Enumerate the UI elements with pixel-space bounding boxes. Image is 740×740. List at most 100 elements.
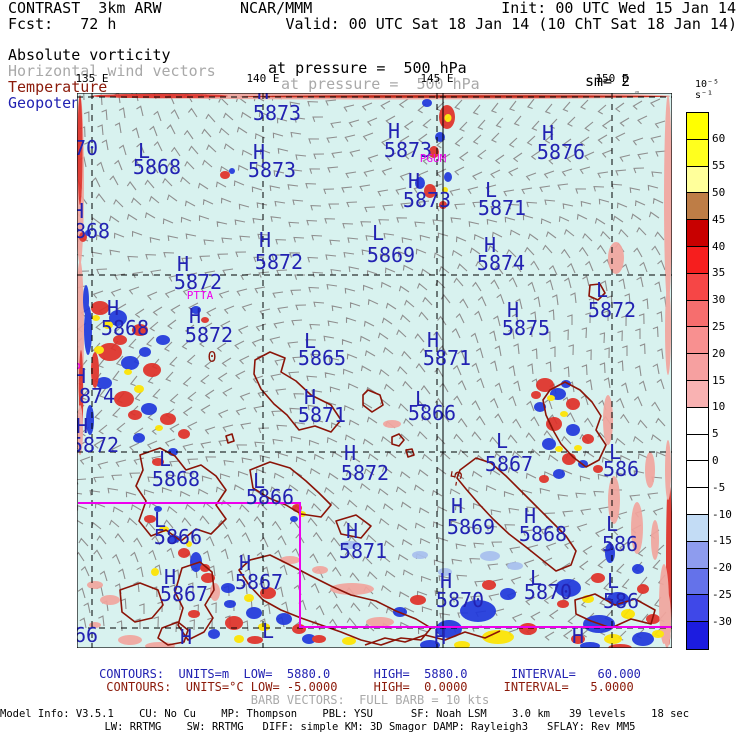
pressure-center-letter: H — [346, 519, 358, 543]
height-value-label: 5867 — [160, 582, 208, 606]
pressure-center-letter: L — [262, 619, 274, 643]
height-value-label: 70 — [77, 136, 98, 160]
height-value-label: 5871 — [298, 403, 346, 427]
pressure-center-letter: L — [415, 387, 427, 411]
pressure-center-letter: H — [542, 121, 554, 145]
pressure-center-letter: H — [304, 385, 316, 409]
vorticity-patch — [659, 564, 669, 644]
vorticity-patch — [536, 378, 554, 392]
temperature-contour — [574, 593, 656, 629]
vorticity-patch — [566, 398, 580, 410]
vorticity-patch — [557, 600, 569, 608]
vorticity-patch — [591, 573, 605, 583]
station-mark — [77, 362, 81, 370]
vorticity-patch — [221, 583, 235, 593]
forecast-hour: Fcst: 72 h — [8, 15, 117, 33]
vorticity-patch — [531, 391, 541, 399]
colorbar-segment — [687, 273, 708, 301]
temperature-contour — [391, 433, 405, 447]
colorbar-tick-label: 5 — [712, 427, 719, 441]
layer-name: Absolute vorticity — [8, 46, 171, 64]
vorticity-patch — [152, 458, 164, 466]
vorticity-patch — [190, 552, 202, 572]
height-value-label: 5873 — [403, 188, 451, 212]
vorticity-patch — [156, 335, 170, 345]
vorticity-patch — [593, 465, 603, 473]
vorticity-patch — [507, 562, 523, 570]
vorticity-patch — [186, 541, 192, 547]
height-value-label: 868 — [77, 219, 110, 243]
vorticity-patch — [290, 516, 298, 522]
vorticity-patch — [114, 391, 134, 407]
pressure-center-letter: L — [596, 278, 608, 302]
vorticity-patch — [424, 184, 436, 198]
pressure-center-letter: H — [259, 228, 271, 252]
pressure-center-letter: H — [77, 199, 84, 223]
pressure-center-letter: H — [257, 93, 269, 104]
vorticity-patch — [444, 172, 452, 182]
vorticity-patch — [420, 640, 440, 648]
colorbar-tick-label: -25 — [712, 587, 732, 601]
vorticity-patch — [154, 506, 162, 512]
colorbar — [686, 112, 709, 650]
pressure-center-letter: H — [239, 551, 251, 575]
vorticity-patch — [460, 600, 496, 622]
vorticity-patch — [438, 568, 452, 576]
colorbar-tick-label: -15 — [712, 534, 732, 548]
colorbar-tick-label: 40 — [712, 239, 726, 253]
vorticity-patch — [208, 629, 220, 639]
temp-contour-label: -5 — [446, 469, 467, 490]
vorticity-patch — [178, 548, 190, 558]
vorticity-patch — [144, 515, 156, 523]
colorbar-segment — [687, 461, 708, 489]
pressure-center-letter: H — [180, 625, 192, 648]
layer-pressure: at pressure = 500 hPa — [268, 59, 467, 77]
colorbar-segment — [687, 327, 708, 355]
vorticity-patch — [124, 369, 132, 375]
pressure-center-letter: H — [189, 304, 201, 328]
vorticity-patch — [247, 636, 263, 644]
pressure-center-letter: H — [434, 625, 446, 648]
lon-tick-label: 135 E — [75, 72, 109, 85]
vorticity-patch — [665, 285, 671, 375]
vorticity-patch — [665, 440, 671, 500]
colorbar-segment — [687, 434, 708, 462]
temperature-contour — [174, 561, 215, 641]
temperature-contour — [157, 621, 189, 646]
vorticity-patch — [91, 301, 109, 315]
vorticity-patch — [574, 445, 582, 451]
vorticity-patch — [109, 310, 127, 326]
colorbar-tick-label: 45 — [712, 212, 726, 226]
model-info-line2: LW: RRTMG SW: RRTMG DIFF: simple KM: 3D … — [104, 721, 636, 733]
vorticity-patch — [608, 644, 632, 648]
vorticity-patch — [246, 607, 262, 619]
vorticity-patch — [608, 242, 624, 274]
vorticity-patch — [603, 395, 613, 445]
height-value-label: 5865 — [298, 346, 346, 370]
vorticity-patch — [454, 641, 470, 648]
layer-row-height: Geopotential height at pressure = 500 hP… — [0, 84, 630, 137]
pressure-center-letter: L — [530, 566, 542, 590]
pressure-center-letter: L — [606, 512, 618, 536]
vorticity-patch — [330, 583, 374, 595]
height-value-label: 586 — [603, 457, 639, 481]
pressure-center-letter: H — [388, 119, 400, 143]
temperature-contour — [135, 447, 227, 542]
height-value-label: 5871 — [478, 196, 526, 220]
pressure-center-letter: H — [344, 441, 356, 465]
colorbar-segment — [687, 541, 708, 569]
temperature-contour — [364, 630, 501, 646]
vorticity-patch — [210, 583, 220, 601]
vorticity-patch — [480, 551, 500, 561]
vorticity-patch — [652, 630, 664, 638]
vorticity-patch — [560, 411, 568, 417]
vorticity-patch — [312, 566, 328, 574]
pressure-center-letter: L — [304, 329, 316, 353]
vorticity-patch — [143, 363, 161, 377]
map-panel: 0-5H5873H5873L586870H868H5873H5873H5876L… — [77, 93, 672, 648]
vorticity-patch — [244, 594, 254, 602]
pressure-center-letter: L — [159, 447, 171, 471]
vorticity-patch — [155, 425, 163, 431]
colorbar-tick-label: -30 — [712, 614, 732, 628]
